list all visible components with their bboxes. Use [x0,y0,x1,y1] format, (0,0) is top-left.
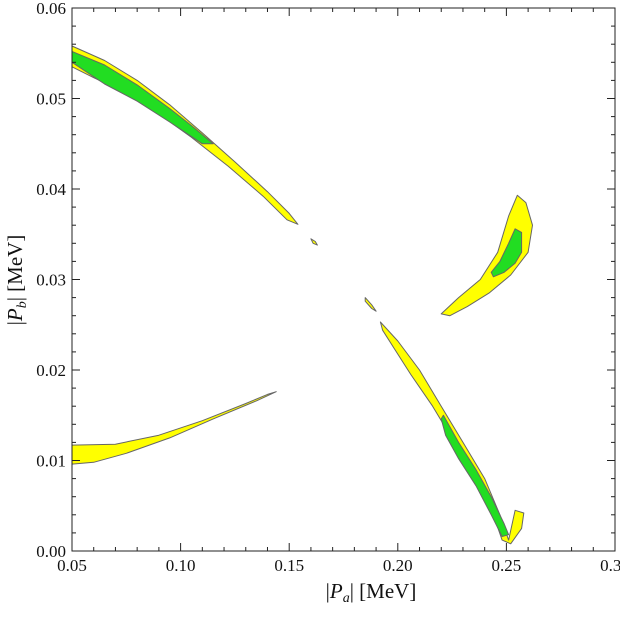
y-tick-label: 0.02 [36,361,66,380]
y-tick-label: 0.03 [36,271,66,290]
plot-frame [71,7,616,552]
axis-ticks [71,7,616,552]
x-tick-label: 0.05 [57,556,87,575]
x-tick-label: 0.25 [492,556,522,575]
region-small-island-2 [364,297,377,312]
x-axis-label: |Pa| [MeV] [326,579,417,606]
region-lower-left-outer [71,391,277,465]
contour-regions [71,45,533,545]
y-tick-label: 0.05 [36,90,66,109]
y-tick-label: 0.04 [36,180,66,199]
region-upper-right-outer [440,194,533,317]
x-tick-label: 0.20 [383,556,413,575]
y-tick-labels: 0.00 0.01 0.02 0.03 0.04 0.05 0.06 [36,0,66,561]
x-tick-labels: 0.05 0.10 0.15 0.20 0.25 0.30 [57,556,620,575]
y-tick-label: 0.00 [36,542,66,561]
y-axis-label: |Pb| [MeV] [3,235,30,326]
x-tick-label: 0.30 [600,556,620,575]
region-upper-right-inner [490,228,523,278]
y-tick-label: 0.06 [36,0,66,18]
y-tick-label: 0.01 [36,452,66,471]
x-tick-label: 0.10 [166,556,196,575]
region-upper-left-inner [71,50,214,145]
x-tick-label: 0.15 [274,556,304,575]
region-small-island-1 [310,238,318,246]
region-lower-right-inner [440,414,510,537]
